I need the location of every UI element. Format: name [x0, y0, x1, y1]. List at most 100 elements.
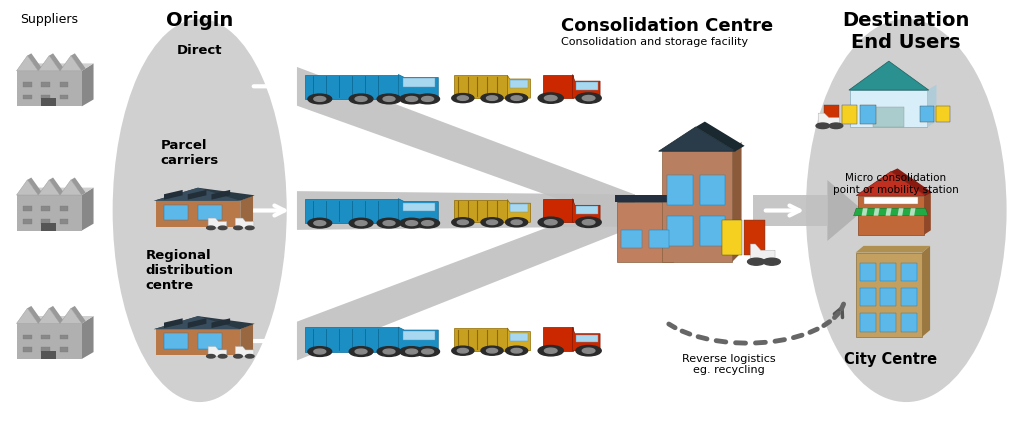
Polygon shape [156, 201, 241, 227]
Circle shape [575, 346, 601, 356]
Circle shape [349, 346, 373, 357]
Circle shape [486, 220, 498, 224]
Polygon shape [82, 188, 93, 231]
Polygon shape [212, 318, 230, 328]
Polygon shape [507, 200, 530, 222]
Polygon shape [403, 331, 435, 340]
Polygon shape [28, 306, 42, 323]
Polygon shape [616, 198, 680, 203]
Circle shape [511, 349, 522, 353]
Circle shape [416, 346, 439, 357]
Polygon shape [23, 219, 32, 224]
Polygon shape [23, 95, 32, 99]
Circle shape [486, 349, 498, 353]
Circle shape [308, 218, 332, 228]
Polygon shape [658, 127, 735, 151]
Circle shape [207, 226, 215, 229]
Text: Parcel
carriers: Parcel carriers [161, 139, 218, 167]
Circle shape [416, 94, 439, 104]
Circle shape [383, 221, 395, 226]
Circle shape [399, 94, 424, 104]
Polygon shape [881, 313, 896, 332]
Polygon shape [854, 208, 928, 216]
Polygon shape [403, 78, 435, 87]
Polygon shape [208, 218, 226, 228]
Polygon shape [575, 335, 598, 342]
Polygon shape [662, 151, 732, 262]
Polygon shape [16, 188, 93, 195]
Polygon shape [858, 195, 925, 235]
Polygon shape [614, 195, 674, 203]
Polygon shape [41, 335, 50, 339]
Polygon shape [864, 197, 918, 205]
Polygon shape [925, 191, 931, 235]
Polygon shape [164, 318, 182, 328]
Ellipse shape [806, 19, 1007, 402]
Polygon shape [236, 218, 254, 228]
Polygon shape [38, 308, 60, 323]
Polygon shape [241, 324, 253, 355]
Circle shape [481, 218, 503, 227]
Polygon shape [881, 288, 896, 306]
Polygon shape [305, 327, 398, 352]
Polygon shape [923, 246, 930, 337]
Text: Regional
distribution
centre: Regional distribution centre [145, 249, 233, 292]
Circle shape [416, 218, 439, 228]
Polygon shape [722, 220, 742, 255]
Polygon shape [510, 80, 528, 88]
Polygon shape [753, 195, 827, 226]
Polygon shape [856, 253, 923, 337]
Circle shape [511, 220, 522, 224]
Ellipse shape [113, 19, 287, 402]
Circle shape [313, 349, 326, 354]
Circle shape [246, 354, 254, 358]
Polygon shape [154, 316, 241, 329]
Circle shape [406, 221, 418, 226]
Polygon shape [41, 99, 55, 107]
Polygon shape [297, 67, 635, 226]
Circle shape [399, 218, 424, 228]
Circle shape [486, 96, 498, 100]
Polygon shape [23, 82, 32, 87]
Text: Direct: Direct [177, 44, 222, 57]
Circle shape [383, 349, 395, 354]
Circle shape [218, 226, 227, 229]
Text: Reverse logistics
eg. recycling: Reverse logistics eg. recycling [682, 354, 776, 375]
Polygon shape [305, 75, 398, 99]
Circle shape [748, 258, 765, 265]
Polygon shape [398, 75, 438, 99]
Polygon shape [699, 216, 725, 245]
Circle shape [506, 346, 527, 355]
Polygon shape [572, 327, 600, 351]
Circle shape [406, 96, 418, 101]
Circle shape [355, 349, 367, 354]
Polygon shape [16, 308, 38, 323]
Polygon shape [856, 246, 930, 253]
Polygon shape [82, 316, 93, 359]
Circle shape [452, 346, 474, 355]
Polygon shape [873, 107, 904, 127]
Polygon shape [936, 106, 950, 122]
Polygon shape [732, 142, 741, 262]
Circle shape [539, 93, 563, 103]
Polygon shape [297, 195, 635, 360]
Polygon shape [699, 176, 725, 205]
Polygon shape [849, 61, 929, 90]
Polygon shape [198, 205, 221, 220]
Polygon shape [842, 105, 857, 124]
Circle shape [575, 217, 601, 227]
Polygon shape [16, 180, 38, 195]
Text: Micro consolidation
point or mobility station: Micro consolidation point or mobility st… [834, 173, 958, 195]
Polygon shape [41, 82, 50, 87]
Polygon shape [23, 206, 32, 211]
Polygon shape [823, 105, 839, 124]
Polygon shape [16, 195, 82, 231]
Polygon shape [859, 288, 876, 306]
Circle shape [313, 96, 326, 101]
Circle shape [539, 217, 563, 227]
Polygon shape [41, 223, 55, 231]
Polygon shape [695, 122, 744, 151]
Polygon shape [901, 263, 916, 281]
Polygon shape [187, 318, 207, 328]
Text: Consolidation Centre: Consolidation Centre [561, 17, 773, 35]
